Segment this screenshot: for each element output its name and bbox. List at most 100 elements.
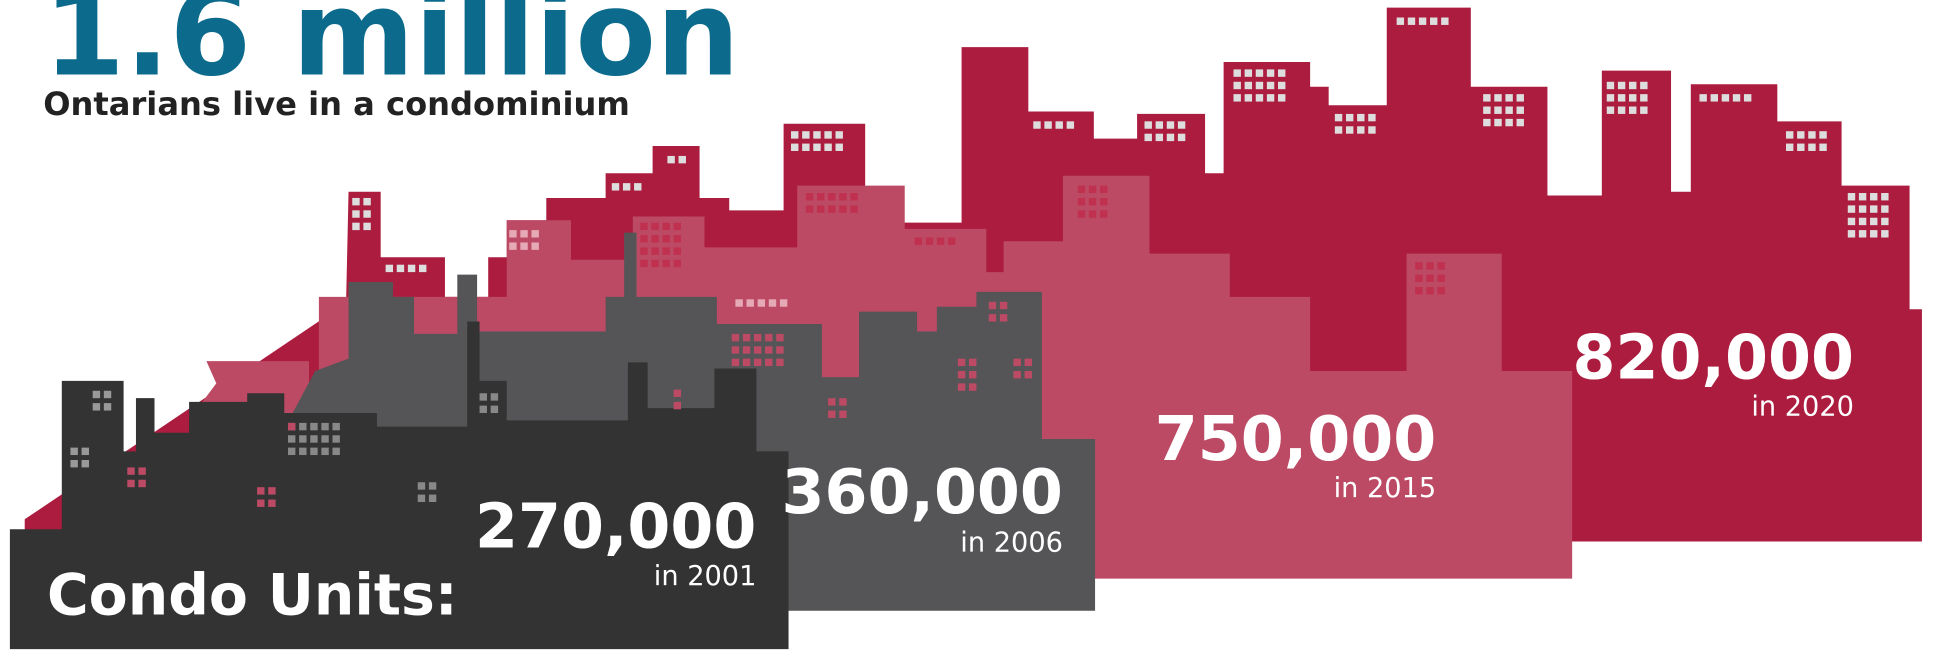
window xyxy=(127,467,134,474)
window xyxy=(1335,126,1342,133)
label: Condo Units: xyxy=(47,562,458,628)
window xyxy=(1494,119,1501,126)
window xyxy=(1013,371,1020,378)
window xyxy=(1881,218,1888,225)
window xyxy=(332,423,339,430)
window xyxy=(509,242,516,249)
window xyxy=(352,210,359,217)
window xyxy=(1441,18,1448,25)
window xyxy=(828,205,835,212)
window xyxy=(612,183,619,190)
window xyxy=(1044,121,1051,128)
window xyxy=(743,346,750,353)
window xyxy=(776,346,783,353)
window xyxy=(1346,114,1353,121)
window xyxy=(1357,114,1364,121)
window xyxy=(1618,82,1625,89)
year: in 2015 xyxy=(1334,473,1437,504)
window xyxy=(82,460,89,467)
window xyxy=(780,299,787,306)
window xyxy=(969,371,976,378)
window xyxy=(1025,371,1032,378)
window xyxy=(850,205,857,212)
infographic: 1.6 million Ontarians live in a condomin… xyxy=(0,0,1938,653)
window xyxy=(429,495,436,502)
window xyxy=(1494,106,1501,113)
window xyxy=(765,346,772,353)
window xyxy=(1859,193,1866,200)
window xyxy=(386,265,393,272)
window xyxy=(765,334,772,341)
window xyxy=(1100,186,1107,193)
window xyxy=(1245,69,1252,76)
value: 270,000 xyxy=(475,491,756,563)
window xyxy=(1397,18,1404,25)
window xyxy=(1178,121,1185,128)
window xyxy=(1267,94,1274,101)
window xyxy=(817,193,824,200)
year: in 2001 xyxy=(654,561,757,592)
window xyxy=(1025,359,1032,366)
window xyxy=(1089,210,1096,217)
window xyxy=(1089,186,1096,193)
window xyxy=(791,131,798,138)
window xyxy=(926,238,933,245)
window xyxy=(651,235,658,242)
window xyxy=(1335,114,1342,121)
window xyxy=(1819,131,1826,138)
window xyxy=(480,393,487,400)
window xyxy=(836,144,843,151)
window xyxy=(1494,94,1501,101)
window xyxy=(1013,359,1020,366)
window xyxy=(640,235,647,242)
window xyxy=(1426,262,1433,269)
window xyxy=(1233,69,1240,76)
window xyxy=(1156,134,1163,141)
window xyxy=(1415,262,1422,269)
window xyxy=(640,247,647,254)
window xyxy=(509,230,516,237)
window xyxy=(1100,198,1107,205)
window xyxy=(1056,121,1063,128)
window xyxy=(732,346,739,353)
window xyxy=(1870,218,1877,225)
window xyxy=(915,238,922,245)
window xyxy=(1145,121,1152,128)
window xyxy=(1437,287,1444,294)
year: in 2020 xyxy=(1751,391,1854,422)
window xyxy=(418,495,425,502)
window xyxy=(662,260,669,267)
value: 820,000 xyxy=(1573,321,1854,393)
window xyxy=(531,242,538,249)
window xyxy=(363,223,370,230)
window xyxy=(802,131,809,138)
subtitle: Ontarians live in a condominium xyxy=(43,85,630,123)
window xyxy=(1067,121,1074,128)
window xyxy=(93,391,100,398)
window xyxy=(352,223,359,230)
window xyxy=(674,235,681,242)
window xyxy=(937,238,944,245)
window xyxy=(674,247,681,254)
window xyxy=(1870,230,1877,237)
window xyxy=(1786,144,1793,151)
window xyxy=(1156,121,1163,128)
window xyxy=(1629,82,1636,89)
window xyxy=(268,500,275,507)
window xyxy=(520,242,527,249)
window xyxy=(1437,275,1444,282)
window xyxy=(1278,94,1285,101)
window xyxy=(1744,94,1751,101)
window xyxy=(1100,210,1107,217)
window xyxy=(1078,186,1085,193)
window xyxy=(299,423,306,430)
window xyxy=(1640,106,1647,113)
window xyxy=(520,230,527,237)
window xyxy=(1722,94,1729,101)
window xyxy=(1797,144,1804,151)
window xyxy=(104,403,111,410)
window xyxy=(491,406,498,413)
window xyxy=(93,403,100,410)
window xyxy=(1607,94,1614,101)
window xyxy=(104,391,111,398)
